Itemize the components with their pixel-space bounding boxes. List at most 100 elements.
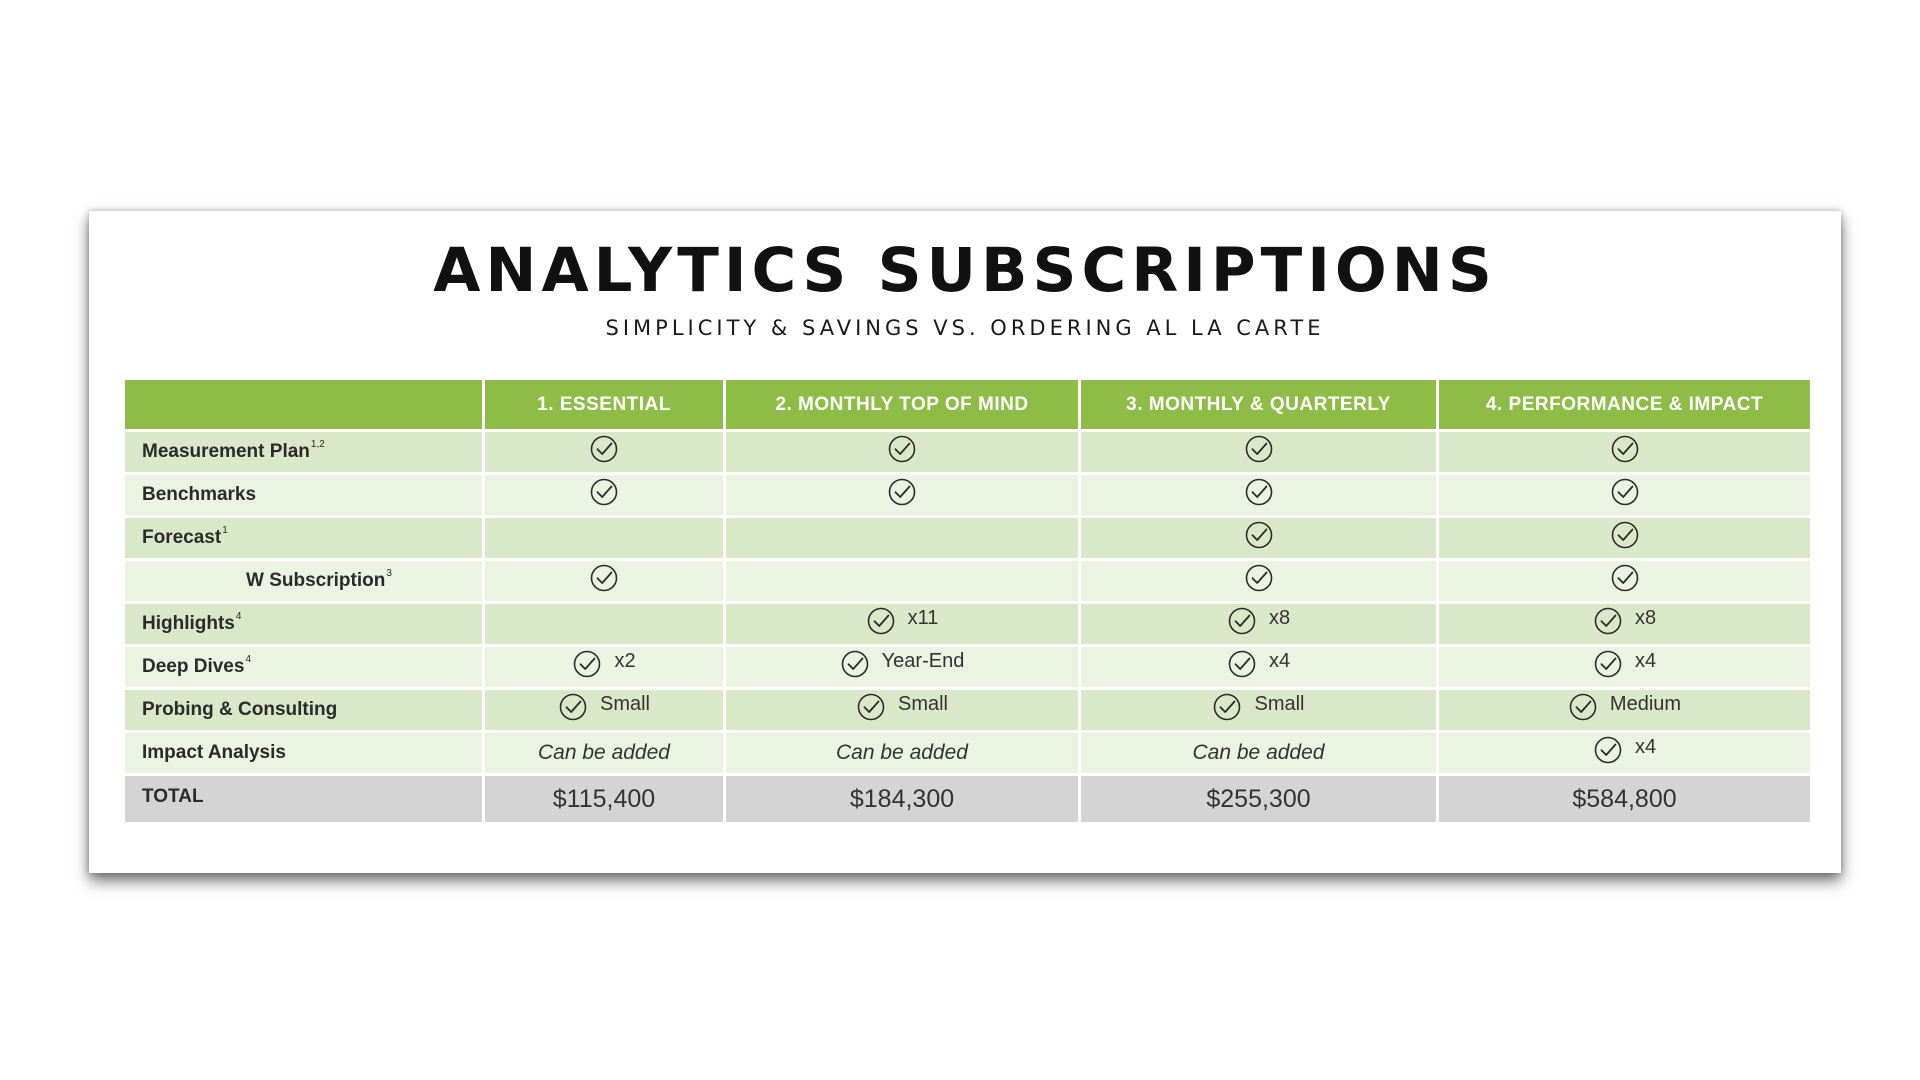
table-row: Highlights4 x11 x8 x8 [122, 601, 1813, 647]
cell-note: Medium [1609, 692, 1682, 715]
table-cell [723, 558, 1081, 604]
table-cell [482, 515, 726, 561]
table-cell: x8 [1436, 601, 1813, 647]
check-circle-icon [1610, 563, 1640, 593]
row-label: Measurement Plan1,2 [122, 429, 485, 475]
table-cell: Can be added [723, 730, 1081, 776]
table-cell [1078, 429, 1439, 475]
cell-note: Small [599, 692, 650, 715]
footnote-marker: 1,2 [310, 439, 325, 450]
check-circle-icon [1244, 563, 1274, 593]
cell-note: x8 [1634, 606, 1657, 629]
table-row: Probing & Consulting Small Small Small Mediu… [122, 687, 1813, 733]
cell-content: Medium [1568, 692, 1681, 722]
check-circle-icon [1593, 735, 1623, 765]
table-cell [1436, 429, 1813, 475]
row-label-text: Measurement Plan [142, 441, 310, 462]
table-cell: x8 [1078, 601, 1439, 647]
check-circle-icon [1227, 606, 1257, 636]
check-circle-icon [558, 692, 588, 722]
cell-note: x4 [1634, 649, 1657, 672]
table-row: W Subscription3 [122, 558, 1813, 604]
row-label: Benchmarks [122, 472, 485, 518]
page-title: ANALYTICS SUBSCRIPTIONS [433, 235, 1497, 306]
cell-text: Can be added [836, 741, 968, 764]
cell-content [1244, 520, 1274, 550]
cell-note: Year-End [881, 649, 965, 672]
footnote-marker: 4 [245, 654, 252, 665]
cell-text: Can be added [1192, 741, 1325, 764]
check-circle-icon [1227, 649, 1257, 679]
table-cell: Small [482, 687, 726, 733]
check-circle-icon [1593, 606, 1623, 636]
subscription-table: 1. ESSENTIAL 2. MONTHLY TOP OF MIND 3. M… [122, 377, 1813, 825]
cell-content: x8 [1227, 606, 1290, 636]
table-row: Measurement Plan1,2 [122, 429, 1813, 475]
row-label: Highlights4 [122, 601, 485, 647]
check-circle-icon [1568, 692, 1598, 722]
cell-content [1610, 520, 1640, 550]
table-cell [1078, 472, 1439, 518]
table-cell: x4 [1078, 644, 1439, 690]
cell-content [589, 434, 619, 464]
row-label: Deep Dives4 [122, 644, 485, 690]
price-essential: $115,400 [482, 773, 726, 825]
cell-content: Small [856, 692, 948, 722]
cell-content [589, 477, 619, 507]
table-cell: x4 [1436, 644, 1813, 690]
cell-content: Small [1212, 692, 1305, 722]
row-label-text: Benchmarks [142, 484, 257, 505]
check-circle-icon [1212, 692, 1242, 722]
footnote-marker: 4 [235, 611, 242, 622]
table-cell [723, 472, 1081, 518]
cell-content [887, 434, 917, 464]
row-label-text: Forecast [142, 527, 222, 548]
cell-content [1244, 563, 1274, 593]
check-circle-icon [856, 692, 886, 722]
row-label-text: Deep Dives [142, 656, 245, 677]
cell-content: x11 [866, 606, 939, 636]
cell-note: x4 [1634, 735, 1657, 758]
table-cell [1436, 558, 1813, 604]
cell-content [589, 563, 619, 593]
table-cell [482, 558, 726, 604]
table-cell: x4 [1436, 730, 1813, 776]
column-header-monthly-top-of-mind: 2. MONTHLY TOP OF MIND [723, 377, 1081, 432]
cell-content [1610, 477, 1640, 507]
table-cell [723, 515, 1081, 561]
cell-note: x8 [1268, 606, 1291, 629]
cell-content: Year-End [840, 649, 965, 679]
table-cell: Can be added [1078, 730, 1439, 776]
table-cell: Can be added [482, 730, 726, 776]
table-cell [1436, 472, 1813, 518]
cell-content: x8 [1593, 606, 1656, 636]
check-circle-icon [1610, 477, 1640, 507]
price-monthly-top-of-mind: $184,300 [723, 773, 1081, 825]
price-monthly-quarterly: $255,300 [1078, 773, 1439, 825]
row-label-text: W Subscription [246, 570, 386, 591]
cell-content [887, 477, 917, 507]
slide: ANALYTICS SUBSCRIPTIONS SIMPLICITY & SAV… [89, 211, 1841, 873]
check-circle-icon [1610, 434, 1640, 464]
check-circle-icon [1244, 477, 1274, 507]
check-circle-icon [887, 477, 917, 507]
cell-content: x4 [1593, 649, 1656, 679]
column-header-performance-impact: 4. PERFORMANCE & IMPACT [1436, 377, 1813, 432]
price-performance-impact: $584,800 [1436, 773, 1813, 825]
table-body: Measurement Plan1,2 Benchmarks Forecast1… [122, 429, 1813, 825]
table-cell: Year-End [723, 644, 1081, 690]
check-circle-icon [1244, 434, 1274, 464]
row-label: Forecast1 [122, 515, 485, 561]
row-label-text: Highlights [142, 613, 235, 634]
cell-note: Small [1254, 692, 1305, 715]
table-cell: Small [1078, 687, 1439, 733]
cell-note: Small [897, 692, 948, 715]
check-circle-icon [1593, 649, 1623, 679]
table-cell [1436, 515, 1813, 561]
table-cell [482, 601, 726, 647]
cell-note: x11 [907, 606, 939, 629]
check-circle-icon [1244, 520, 1274, 550]
row-label-text: Impact Analysis [142, 742, 286, 763]
footnote-marker: 1 [222, 525, 228, 536]
table-cell [482, 429, 726, 475]
